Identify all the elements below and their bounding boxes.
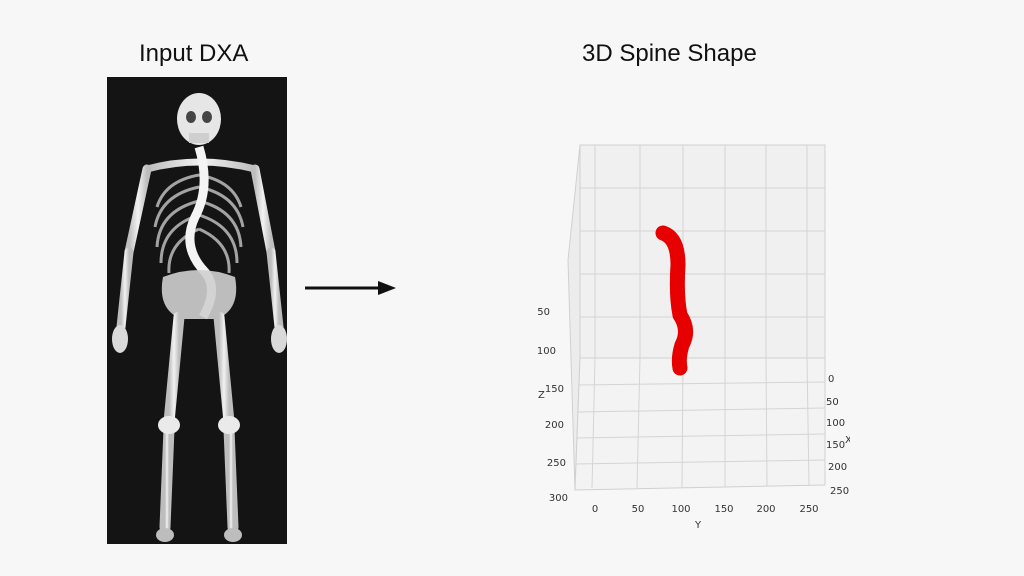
z-tick: 50	[537, 307, 550, 318]
y-tick: 200	[756, 504, 775, 515]
skeleton-illustration	[112, 93, 287, 542]
spine-shape-title: 3D Spine Shape	[582, 40, 757, 67]
x-tick: 0	[828, 374, 834, 385]
spine-3d-plot: 50 100 150 200 250 300 Z 0 50 100 150 20…	[537, 144, 850, 531]
z-tick: 250	[547, 458, 566, 469]
z-tick: 200	[545, 420, 564, 431]
y-tick: 0	[592, 504, 598, 515]
pelvis	[161, 270, 237, 319]
z-tick: 300	[549, 493, 568, 504]
y-tick: 150	[714, 504, 733, 515]
y-tick: 250	[799, 504, 818, 515]
x-tick: 50	[826, 397, 839, 408]
input-dxa-title: Input DXA	[139, 40, 249, 67]
x-tick: 250	[830, 486, 849, 497]
y-tick: 100	[671, 504, 690, 515]
z-tick: 150	[545, 384, 564, 395]
z-tick: 100	[537, 346, 556, 357]
x-axis-label: X	[845, 435, 850, 446]
arrow-right-icon	[305, 281, 396, 295]
spine-curve	[655, 225, 693, 376]
z-axis-label: Z	[538, 390, 545, 401]
dxa-image	[107, 77, 287, 544]
x-tick: 150	[826, 440, 845, 451]
y-tick: 50	[632, 504, 645, 515]
x-tick: 200	[828, 462, 847, 473]
y-axis-label: Y	[694, 520, 702, 531]
x-tick: 100	[826, 418, 845, 429]
skull	[177, 93, 221, 145]
